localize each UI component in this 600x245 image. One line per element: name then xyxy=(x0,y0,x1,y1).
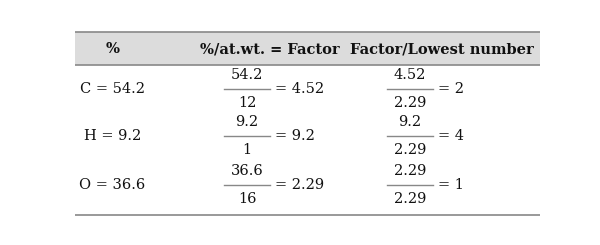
Text: = 4: = 4 xyxy=(438,129,464,143)
Bar xyxy=(75,32,540,65)
Text: = 2: = 2 xyxy=(438,82,464,96)
Text: = 4.52: = 4.52 xyxy=(275,82,324,96)
Text: 36.6: 36.6 xyxy=(230,164,263,178)
Text: 2.29: 2.29 xyxy=(394,143,426,157)
Text: 9.2: 9.2 xyxy=(398,115,421,129)
Text: = 9.2: = 9.2 xyxy=(275,129,315,143)
Text: 2.29: 2.29 xyxy=(394,96,426,110)
Text: 54.2: 54.2 xyxy=(231,68,263,82)
Text: O = 36.6: O = 36.6 xyxy=(79,178,145,192)
Text: 2.29: 2.29 xyxy=(394,164,426,178)
Text: 1: 1 xyxy=(242,143,251,157)
Text: H = 9.2: H = 9.2 xyxy=(83,129,141,143)
Text: = 2.29: = 2.29 xyxy=(275,178,324,192)
Text: 4.52: 4.52 xyxy=(394,68,426,82)
Text: 12: 12 xyxy=(238,96,256,110)
Text: 2.29: 2.29 xyxy=(394,192,426,206)
Text: C = 54.2: C = 54.2 xyxy=(80,82,145,96)
Text: Factor/Lowest number: Factor/Lowest number xyxy=(350,42,534,56)
Text: %: % xyxy=(105,42,119,56)
Text: 9.2: 9.2 xyxy=(235,115,259,129)
Text: %/at.wt. = Factor: %/at.wt. = Factor xyxy=(200,42,340,56)
Text: = 1: = 1 xyxy=(438,178,464,192)
Text: 16: 16 xyxy=(238,192,256,206)
